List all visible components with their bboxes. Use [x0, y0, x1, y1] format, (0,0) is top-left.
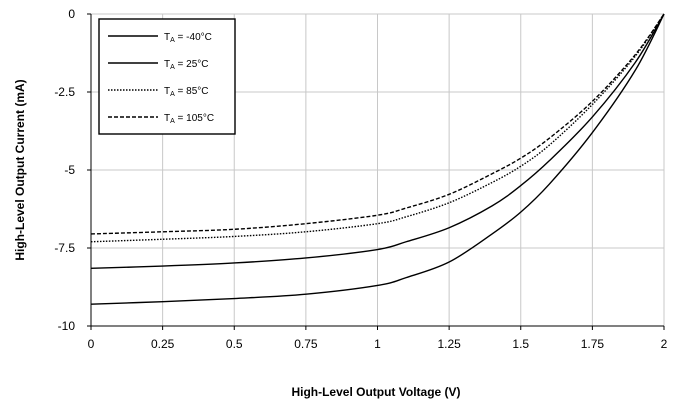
x-tick-label: 1 [374, 337, 381, 351]
y-tick-label: -10 [58, 319, 76, 333]
x-tick-label: 1.25 [437, 337, 461, 351]
series-line-2 [90, 13, 665, 269]
legend-box [98, 18, 236, 135]
x-tick-label: 0.75 [294, 337, 318, 351]
series-line-3 [90, 13, 665, 243]
legend: TA = -40°C TA = 25°C TA = 85°C TA = 105°C [98, 18, 236, 135]
y-tick-label: 0 [68, 7, 75, 21]
x-tick-label: 2 [661, 337, 668, 351]
y-tick-labels: 0 -2.5 -5 -7.5 -10 [54, 7, 75, 333]
y-axis-title: High-Level Output Current (mA) [13, 79, 27, 260]
series-line-1 [90, 13, 665, 305]
y-tick-label: -5 [64, 163, 75, 177]
x-tick-label: 0 [88, 337, 95, 351]
x-tick-label: 0.25 [151, 337, 175, 351]
legend-label: TA = 85°C [164, 86, 209, 98]
legend-label: TA = 25°C [164, 59, 209, 71]
x-tick-label: 1.75 [581, 337, 605, 351]
x-tick-label: 0.5 [226, 337, 243, 351]
series-layer [90, 13, 665, 305]
x-tick-labels: 0 0.25 0.5 0.75 1 1.25 1.5 1.75 2 [88, 337, 668, 351]
x-axis-title: High-Level Output Voltage (V) [291, 385, 460, 399]
legend-label: TA = 105°C [164, 113, 214, 125]
y-tick-label: -2.5 [54, 85, 75, 99]
x-tick-label: 1.5 [512, 337, 529, 351]
y-tick-label: -7.5 [54, 241, 75, 255]
series-line-4 [90, 13, 665, 235]
legend-label: TA = -40°C [164, 32, 212, 44]
